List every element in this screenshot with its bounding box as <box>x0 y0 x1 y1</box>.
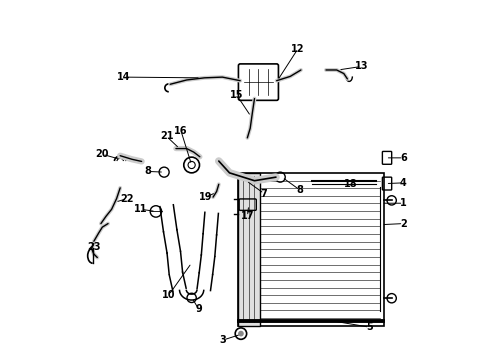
Text: 20: 20 <box>95 149 109 159</box>
Text: 19: 19 <box>199 192 212 202</box>
Text: 11: 11 <box>134 204 147 214</box>
Circle shape <box>238 331 244 337</box>
Text: 8: 8 <box>296 185 303 195</box>
Text: 7: 7 <box>260 189 267 199</box>
Bar <box>238 173 259 326</box>
Text: 3: 3 <box>219 335 226 345</box>
Text: 21: 21 <box>160 131 173 141</box>
Text: 2: 2 <box>399 219 406 229</box>
Text: 9: 9 <box>195 304 202 314</box>
Text: 17: 17 <box>240 211 254 221</box>
Text: 16: 16 <box>174 126 187 136</box>
Text: 14: 14 <box>117 72 130 82</box>
Text: 12: 12 <box>291 44 304 54</box>
Text: 13: 13 <box>354 62 367 71</box>
Text: 4: 4 <box>399 178 406 188</box>
Text: 6: 6 <box>399 153 406 163</box>
Text: 18: 18 <box>344 179 357 189</box>
Text: 22: 22 <box>121 194 134 203</box>
Text: 10: 10 <box>162 290 175 300</box>
Text: 8: 8 <box>144 166 151 176</box>
Text: 23: 23 <box>87 242 101 252</box>
Text: 5: 5 <box>366 322 372 332</box>
Bar <box>238 173 383 326</box>
Text: 15: 15 <box>229 90 243 100</box>
Text: 1: 1 <box>399 198 406 208</box>
